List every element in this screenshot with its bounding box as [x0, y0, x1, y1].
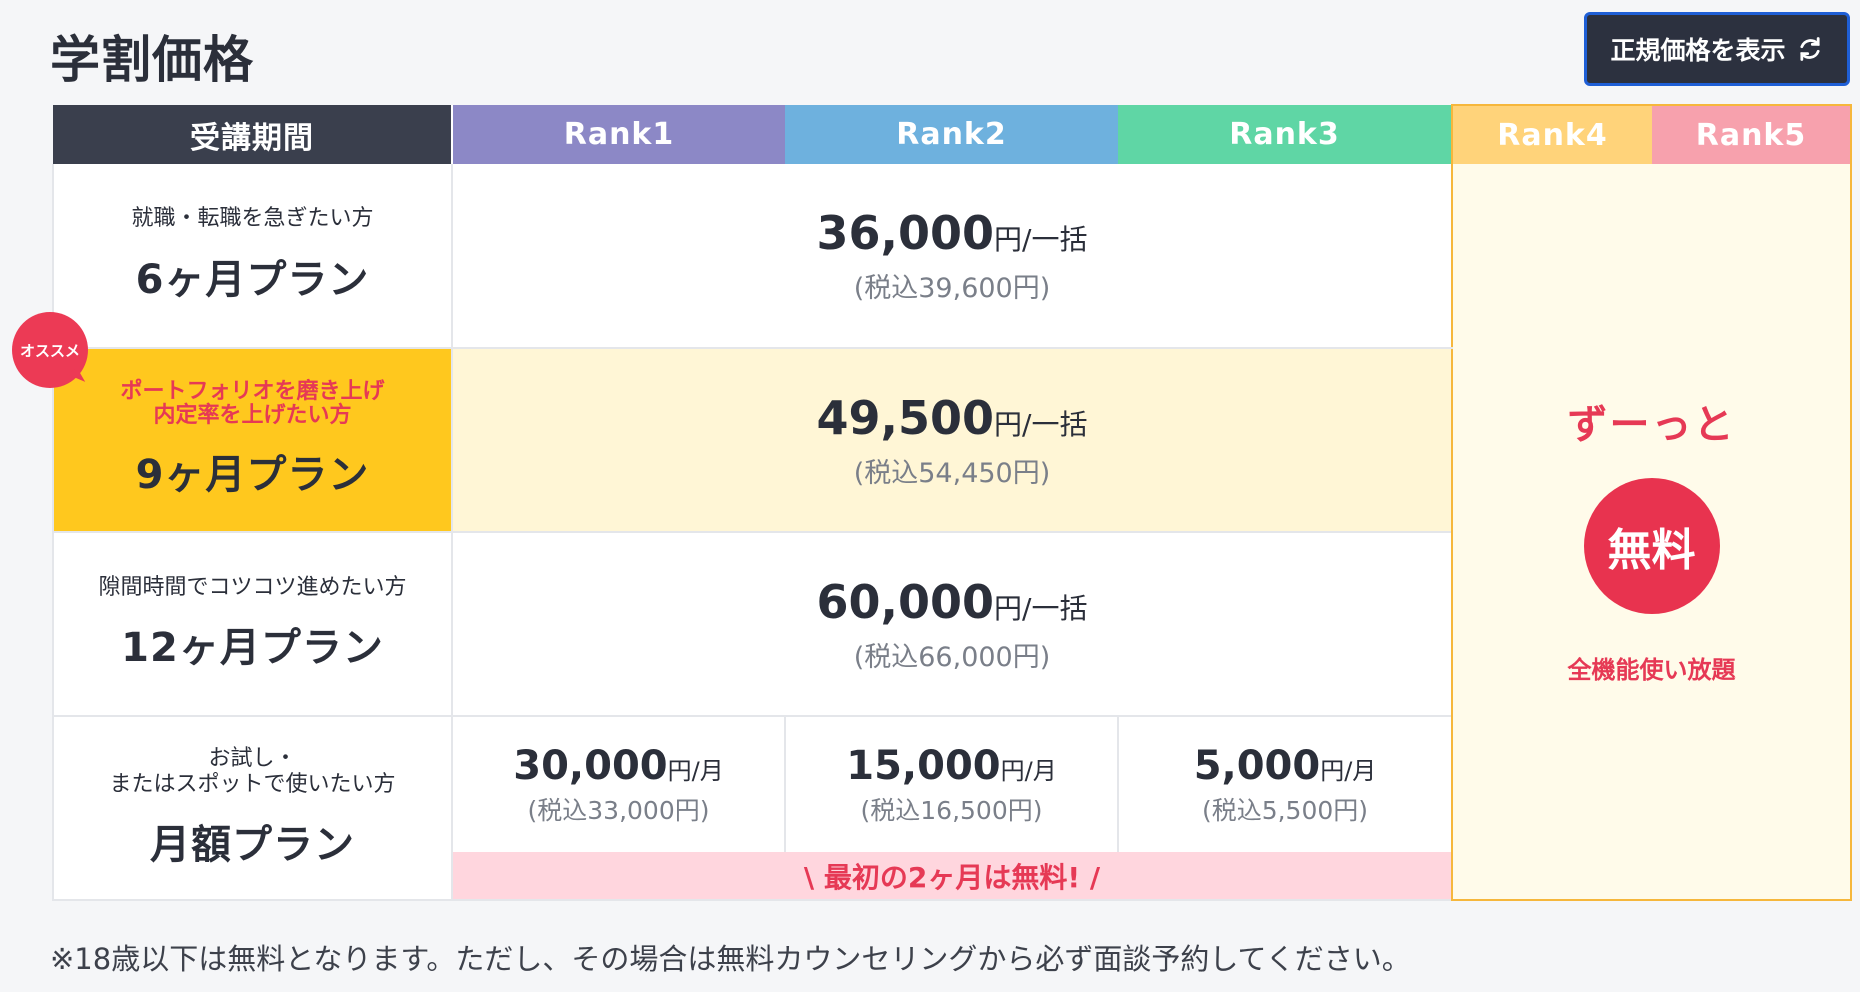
plan-subtitle-line2: 内定率を上げたい方 — [153, 403, 352, 428]
plan-row-12m: 隙間時間でコツコツ進めたい方 12ヶ月プラン 60,000円/一括 (税込66,… — [52, 532, 1851, 717]
price-unit: 円/月 — [667, 756, 724, 785]
refresh-icon — [1799, 37, 1820, 61]
plan-cell-9m: ポートフォリオを磨き上げ 内定率を上げたい方 9ヶ月プラン — [52, 348, 453, 533]
price-amount: 5,000 — [1193, 742, 1321, 789]
monthly-price-rank3: 5,000円/月 (税込5,500円) — [1118, 716, 1452, 852]
header-rank5: Rank5 — [1652, 104, 1852, 164]
plan-cell-monthly: お試し・ またはスポットで使いたい方 月額プラン — [52, 716, 453, 901]
price-tax: (税込54,450円) — [853, 457, 1051, 489]
plan-name: 9ヶ月プラン — [135, 452, 370, 499]
table-header-row: 受講期間 Rank1 Rank2 Rank3 Rank4 Rank5 — [53, 104, 1852, 164]
price-unit: 円/月 — [1000, 756, 1057, 785]
price-amount: 49,500 — [816, 390, 995, 445]
price-amount: 30,000 — [513, 742, 668, 789]
price-unit: 円/一括 — [994, 591, 1088, 625]
price-tax: (税込5,500円) — [1201, 795, 1369, 825]
plan-subtitle: 就職・転職を急ぎたい方 — [131, 206, 374, 232]
free-circle: 無料 — [1583, 478, 1720, 614]
header-rank1: Rank1 — [452, 105, 785, 164]
header-rank4: Rank4 — [1451, 104, 1652, 164]
price-amount: 60,000 — [816, 574, 995, 629]
price-cell-6m: 36,000円/一括 (税込39,600円) — [452, 164, 1452, 349]
monthly-price-rank1: 30,000円/月 (税込33,000円) — [452, 716, 786, 852]
show-regular-price-button[interactable]: 正規価格を表示 — [1584, 12, 1850, 86]
plan-row-6m: 就職・転職を急ぎたい方 6ヶ月プラン 36,000円/一括 (税込39,600円… — [52, 164, 1852, 901]
price-tax: (税込33,000円) — [527, 795, 710, 825]
header-period: 受講期間 — [53, 105, 453, 164]
pricing-table: 受講期間 Rank1 Rank2 Rank3 Rank4 Rank5 就職・転職… — [52, 104, 1852, 901]
free-note: 全機能使い放題 — [1567, 656, 1736, 684]
page-title: 学割価格 — [50, 31, 254, 89]
plan-name: 月額プラン — [150, 822, 355, 869]
plan-row-monthly: お試し・ またはスポットで使いたい方 月額プラン 30,000円/月 (税込33… — [52, 716, 1851, 901]
promo-row: \ 最初の2ヶ月は無料! / — [53, 852, 1851, 901]
price-unit: 円/一括 — [994, 223, 1088, 256]
plan-subtitle: 隙間時間でコツコツ進めたい方 — [98, 574, 407, 600]
price-tax: (税込66,000円) — [853, 641, 1051, 673]
plan-row-9m: ポートフォリオを磨き上げ 内定率を上げたい方 9ヶ月プラン 49,500円/一括… — [52, 348, 1851, 533]
price-amount: 36,000 — [816, 206, 995, 260]
plan-name: 6ヶ月プラン — [135, 256, 370, 303]
footnote: ※18歳以下は無料となります。ただし、その場合は無料カウンセリングから必ず面談予… — [50, 942, 1411, 976]
plan-cell-6m: 就職・転職を急ぎたい方 6ヶ月プラン — [52, 164, 453, 349]
price-cell-12m: 60,000円/一括 (税込66,000円) — [452, 532, 1452, 717]
free-heading: ずーっと — [1567, 402, 1736, 448]
plan-name: 12ヶ月プラン — [121, 625, 384, 672]
header-rank3: Rank3 — [1118, 105, 1452, 164]
plan-cell-12m: 隙間時間でコツコツ進めたい方 12ヶ月プラン — [52, 532, 453, 717]
plan-subtitle-line1: ポートフォリオを磨き上げ — [120, 378, 385, 404]
recommended-badge: オススメ — [12, 312, 88, 388]
price-cell-9m: 49,500円/一括 (税込54,450円) — [452, 348, 1452, 533]
price-tax: (税込16,500円) — [860, 795, 1043, 825]
price-unit: 円/月 — [1320, 756, 1377, 785]
free-panel: ずーっと 無料 全機能使い放題 — [1451, 164, 1852, 901]
promo-banner: \ 最初の2ヶ月は無料! / — [452, 852, 1452, 901]
plan-subtitle-line2: またはスポットで使いたい方 — [109, 772, 396, 797]
price-tax: (税込39,600円) — [853, 273, 1051, 304]
price-unit: 円/一括 — [994, 407, 1088, 441]
price-amount: 15,000 — [846, 742, 1001, 789]
show-regular-price-label: 正規価格を表示 — [1610, 36, 1786, 65]
monthly-price-rank2: 15,000円/月 (税込16,500円) — [785, 716, 1119, 852]
plan-subtitle-line1: お試し・ — [208, 745, 297, 771]
header-rank2: Rank2 — [785, 105, 1118, 164]
